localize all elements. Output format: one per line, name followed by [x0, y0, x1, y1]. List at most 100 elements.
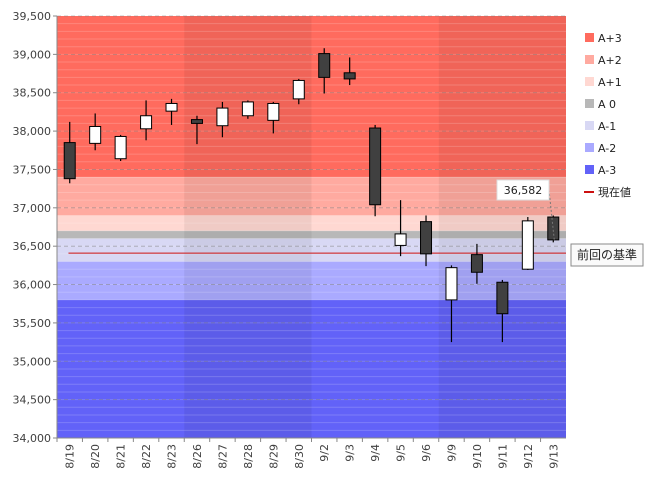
- candles: [63, 48, 560, 343]
- candle-8-28: [241, 100, 254, 119]
- x-tick-label: 8/22: [140, 444, 153, 469]
- band-a0: [57, 230, 566, 239]
- x-tick-label: 8/19: [64, 444, 77, 469]
- candle-8-30: [292, 78, 305, 105]
- reference-label: 前回の基準: [577, 247, 637, 262]
- candle-body: [343, 72, 356, 80]
- y-tick-label: 36,500: [13, 240, 52, 253]
- candle-body: [114, 135, 127, 160]
- legend-label: 現在値: [598, 186, 631, 199]
- legend-item-3: A+1: [585, 76, 622, 89]
- legend-item-2: A+2: [585, 54, 622, 67]
- candle-9-9: [445, 265, 458, 343]
- legend-label: A-2: [598, 142, 616, 155]
- legend-swatch: [585, 99, 594, 108]
- candle-9-11: [496, 279, 509, 343]
- current-value-box: [496, 179, 550, 201]
- y-tick-label: 35,000: [13, 355, 52, 368]
- candle-9-6: [420, 215, 433, 267]
- legend-label: A+2: [598, 54, 622, 67]
- legend-swatch: [585, 143, 594, 152]
- candle-body: [267, 102, 280, 121]
- candle-8-27: [216, 101, 229, 138]
- y-tick-label: 38,000: [13, 125, 52, 138]
- x-tick-label: 8/28: [242, 444, 255, 469]
- band-aplus2: [57, 177, 566, 216]
- x-tick-label: 9/11: [496, 444, 509, 469]
- x-tick-label: 8/26: [191, 444, 204, 469]
- candle-9-4: [369, 124, 382, 217]
- legend-swatch: [585, 77, 594, 86]
- band-layer: [57, 16, 566, 438]
- x-tick-label: 8/29: [267, 444, 280, 469]
- candle-9-5: [394, 200, 407, 257]
- x-tick-label: 8/23: [166, 444, 179, 469]
- y-tick-label: 34,000: [13, 432, 52, 445]
- legend-swatch: [585, 33, 594, 42]
- y-tick-label: 36,000: [13, 279, 52, 292]
- x-tick-label: 9/3: [344, 444, 357, 462]
- current-value-leader: [548, 189, 555, 240]
- band-aplus3: [57, 16, 566, 178]
- candle-body: [445, 267, 458, 301]
- candle-8-21: [114, 134, 127, 162]
- gridlines: [57, 15, 566, 431]
- y-tick-label: 39,000: [13, 48, 52, 61]
- candle-9-10: [470, 243, 483, 284]
- x-tick-label: 9/12: [522, 444, 535, 469]
- y-tick-label: 39,500: [13, 10, 52, 23]
- candle-8-19: [63, 121, 76, 184]
- x-tick-label: 9/9: [445, 444, 458, 462]
- column-shade-2: [438, 16, 566, 438]
- x-tick-label: 8/21: [115, 444, 128, 469]
- legend-item-5: A-1: [585, 120, 616, 133]
- candle-8-29: [267, 101, 280, 134]
- legend-swatch: [585, 121, 594, 130]
- candle-9-2: [318, 48, 331, 94]
- y-tick-label: 37,500: [13, 163, 52, 176]
- legend-item-4: A 0: [585, 98, 616, 111]
- x-tick-label: 8/20: [89, 444, 102, 469]
- legend-swatch: [585, 165, 594, 174]
- candle-9-13: [547, 215, 560, 243]
- y-tick-label: 35,500: [13, 317, 52, 330]
- legend-item-8: 現在値: [584, 186, 631, 199]
- x-tick-label: 8/30: [293, 444, 306, 469]
- legend-item-6: A-2: [585, 142, 616, 155]
- candle-8-22: [140, 100, 153, 141]
- band-aplus1: [57, 215, 566, 231]
- candle-body: [521, 220, 534, 270]
- annotations: 36,582 前回の基準: [496, 179, 644, 267]
- candle-8-26: [190, 115, 203, 145]
- column-shade-1: [184, 16, 312, 438]
- candle-body: [292, 79, 305, 100]
- candle-body: [318, 53, 331, 78]
- x-tick-label: 9/13: [547, 444, 560, 469]
- legend-item-7: A-3: [585, 164, 616, 177]
- candle-body: [140, 115, 153, 130]
- x-tick-label: 9/10: [471, 444, 484, 469]
- candle-body: [190, 119, 203, 124]
- legend-label: A+1: [598, 76, 622, 89]
- candle-body: [369, 127, 382, 206]
- reference-label-box: [570, 243, 644, 267]
- axes: 34,000 34,500 35,000 35,500 36,000 36,500 37,0…: [13, 10, 566, 469]
- y-tick-label: 38,500: [13, 87, 52, 100]
- y-tick-label: 34,500: [13, 394, 52, 407]
- x-tick-label: 9/5: [395, 444, 408, 462]
- candle-body: [241, 101, 254, 117]
- candle-body: [89, 125, 102, 144]
- x-tick-label: 9/4: [369, 444, 382, 462]
- candle-9-3: [343, 57, 356, 86]
- candle-body: [496, 281, 509, 315]
- candle-body: [420, 221, 433, 255]
- candle-8-20: [89, 113, 102, 151]
- x-tick-label: 8/27: [216, 444, 229, 469]
- current-value-label: 36,582: [504, 184, 543, 197]
- legend-swatch: [585, 55, 594, 64]
- x-tick-label: 9/6: [420, 444, 433, 462]
- y-tick-label: 37,000: [13, 202, 52, 215]
- candle-9-12: [521, 217, 534, 270]
- legend-label: A+3: [598, 32, 622, 45]
